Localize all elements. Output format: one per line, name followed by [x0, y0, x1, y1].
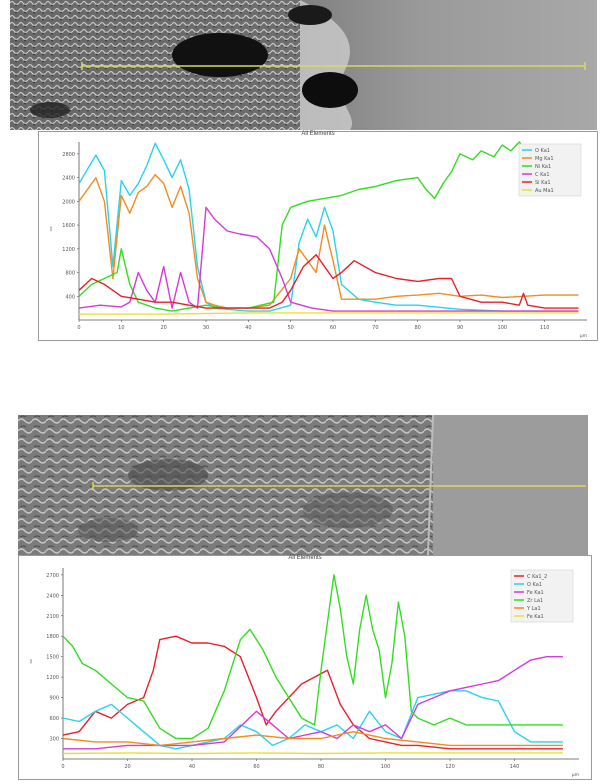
chart-top-svg: 400 800 1200 1600 2000 2400 2800 0 10 20 30 40 50 60 7… [50, 141, 587, 339]
y-tick-label: 400 [65, 294, 75, 300]
legend-item: Zr La1 [527, 598, 543, 604]
series-line-orange [78, 173, 579, 309]
series-line-red [78, 254, 579, 309]
y-tick-label: 2700 [46, 573, 59, 579]
legend-box [510, 569, 574, 623]
bottom-panel: All Elements 300 600 900 1200 1500 1800 2100 24… [18, 415, 598, 780]
y-tick-label: 1600 [62, 223, 75, 229]
series-line-green [62, 574, 563, 740]
y-axis-label: I [30, 659, 32, 666]
series-line-cyan [62, 690, 563, 750]
x-tick-label: 30 [203, 325, 209, 331]
y-tick-label: 2800 [62, 152, 75, 158]
x-unit-label: µm [572, 773, 579, 778]
y-tick-label: 1200 [62, 247, 75, 253]
x-tick-label: 20 [124, 764, 130, 770]
series-line-cyan [78, 142, 579, 312]
legend-box [518, 143, 582, 197]
x-tick-label: 60 [330, 325, 336, 331]
series-line-magenta [78, 206, 579, 312]
series-line-red [62, 635, 563, 750]
sem-image-top [10, 0, 597, 130]
legend-item: Si Ka1 [535, 180, 551, 186]
y-tick-label: 2400 [46, 593, 59, 599]
x-tick-label: 100 [381, 764, 391, 770]
series-line-yellow [79, 312, 579, 315]
series-line-yellow [62, 752, 563, 755]
chart-top-title: All Elements [301, 131, 335, 137]
chart-bottom-svg: 300 600 900 1200 1500 1800 2100 2400 2700 0 20 40 60… [30, 568, 579, 778]
legend-item: Au Ma1 [535, 188, 554, 194]
x-tick-label: 90 [457, 325, 463, 331]
legend-item: Ni Ka1 [535, 164, 551, 170]
x-tick-label: 110 [540, 325, 550, 331]
x-tick-label: 80 [318, 764, 324, 770]
y-tick-label: 1500 [46, 655, 59, 661]
y-tick-label: 300 [49, 737, 59, 743]
series-line-orange [62, 731, 563, 747]
x-tick-label: 70 [372, 325, 378, 331]
x-tick-label: 120 [445, 764, 455, 770]
legend-item: Mg Ka1 [535, 156, 554, 162]
legend-item: O Ka1 [535, 148, 550, 154]
x-tick-label: 140 [510, 764, 520, 770]
x-tick-label: 50 [287, 325, 293, 331]
x-tick-label: 100 [498, 325, 508, 331]
y-tick-label: 2400 [62, 176, 75, 182]
y-tick-label: 2000 [62, 199, 75, 205]
legend-item: Fe Ka1 [527, 614, 544, 620]
x-tick-label: 0 [61, 764, 64, 770]
y-tick-label: 600 [49, 716, 59, 722]
y-axis-label: I [50, 226, 52, 233]
top-panel: All Elements 400 800 1200 1600 2000 2400 2800 0… [10, 0, 598, 341]
y-tick-label: 900 [49, 696, 59, 702]
legend-item: C Ka1_2 [527, 574, 547, 580]
legend: O Ka1 Mg Ka1 Ni Ka1 C Ka1 Si Ka1 Au Ma1 [518, 143, 582, 197]
x-tick-label: 0 [77, 325, 80, 331]
series-line-green [78, 141, 579, 312]
x-tick-label: 60 [253, 764, 259, 770]
y-tick-label: 800 [65, 271, 75, 277]
sem-image-bottom [18, 415, 588, 555]
chart-bottom-title: All Elements [288, 555, 322, 561]
x-tick-label: 80 [414, 325, 420, 331]
chart-top: All Elements 400 800 1200 1600 2000 2400 2800 0… [38, 131, 598, 341]
x-tick-label: 10 [118, 325, 124, 331]
y-tick-label: 1800 [46, 634, 59, 640]
x-tick-label: 20 [160, 325, 166, 331]
legend-item: O Ka1 [527, 582, 542, 588]
legend: C Ka1_2 O Ka1 Fe Ka1 Zr La1 Y La1 Fe Ka1 [510, 569, 574, 623]
chart-bottom: All Elements 300 600 900 1200 1500 1800 2100 24… [18, 555, 592, 780]
legend-item: Y La1 [526, 606, 541, 612]
legend-item: C Ka1 [535, 172, 550, 178]
series-line-magenta [63, 656, 563, 750]
x-tick-label: 40 [189, 764, 195, 770]
x-tick-label: 40 [245, 325, 251, 331]
y-tick-label: 1200 [46, 675, 59, 681]
y-tick-label: 2100 [46, 614, 59, 620]
x-unit-label: µm [580, 334, 587, 339]
legend-item: Fe Ka1 [527, 590, 544, 596]
